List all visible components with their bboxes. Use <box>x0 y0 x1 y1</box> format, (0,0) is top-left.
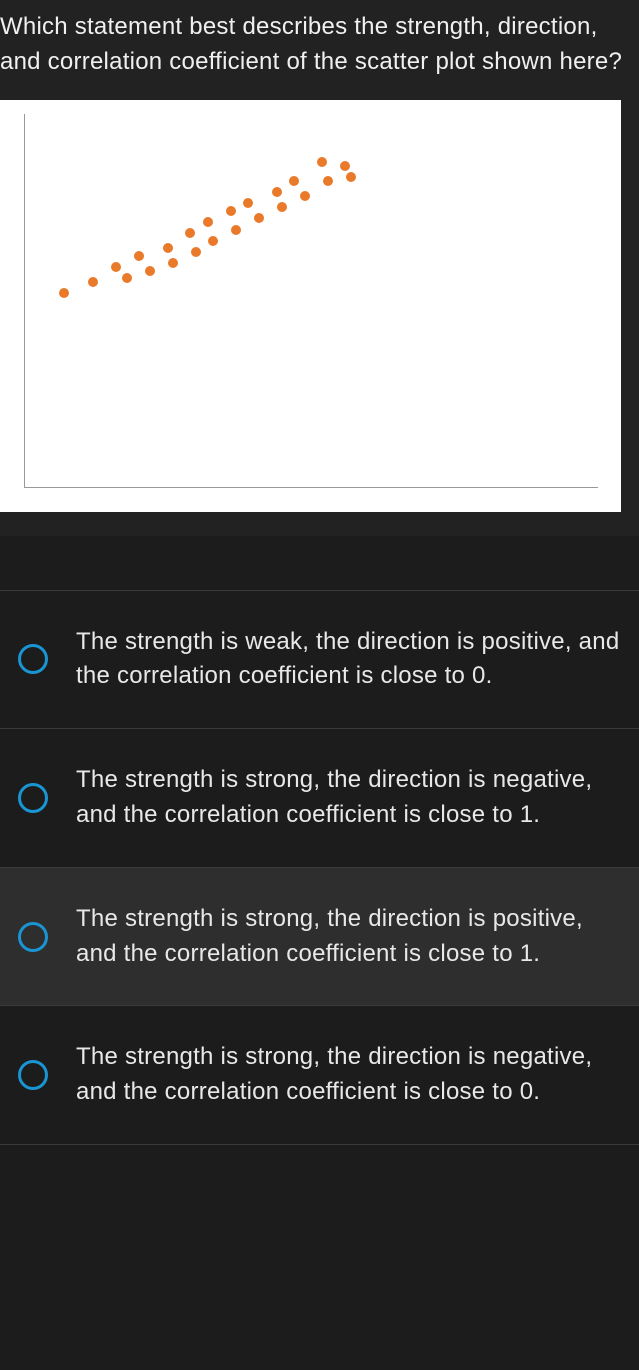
data-point <box>323 176 333 186</box>
data-point <box>208 236 218 246</box>
data-point <box>226 206 236 216</box>
data-point <box>243 198 253 208</box>
option-1[interactable]: The strength is strong, the direction is… <box>0 729 639 868</box>
option-label: The strength is strong, the direction is… <box>76 763 621 833</box>
scatter-chart <box>0 100 621 512</box>
option-label: The strength is strong, the direction is… <box>76 902 621 972</box>
data-point <box>88 277 98 287</box>
options-list: The strength is weak, the direction is p… <box>0 590 639 1145</box>
data-point <box>254 213 264 223</box>
radio-icon[interactable] <box>18 644 48 674</box>
data-point <box>168 258 178 268</box>
data-point <box>111 262 121 272</box>
question-text: Which statement best describes the stren… <box>0 0 639 100</box>
option-0[interactable]: The strength is weak, the direction is p… <box>0 590 639 730</box>
chart-axes <box>24 114 598 488</box>
radio-icon[interactable] <box>18 922 48 952</box>
data-point <box>272 187 282 197</box>
data-point <box>203 217 213 227</box>
data-point <box>122 273 132 283</box>
option-3[interactable]: The strength is strong, the direction is… <box>0 1006 639 1145</box>
data-point <box>340 161 350 171</box>
option-2[interactable]: The strength is strong, the direction is… <box>0 868 639 1007</box>
data-point <box>145 266 155 276</box>
data-point <box>346 172 356 182</box>
radio-icon[interactable] <box>18 1060 48 1090</box>
data-point <box>191 247 201 257</box>
question-block: Which statement best describes the stren… <box>0 0 639 536</box>
data-point <box>59 288 69 298</box>
data-point <box>317 157 327 167</box>
option-label: The strength is strong, the direction is… <box>76 1040 621 1110</box>
data-point <box>289 176 299 186</box>
data-point <box>134 251 144 261</box>
data-point <box>163 243 173 253</box>
data-point <box>231 225 241 235</box>
data-point <box>185 228 195 238</box>
radio-icon[interactable] <box>18 783 48 813</box>
data-point <box>277 202 287 212</box>
option-label: The strength is weak, the direction is p… <box>76 625 621 695</box>
data-point <box>300 191 310 201</box>
